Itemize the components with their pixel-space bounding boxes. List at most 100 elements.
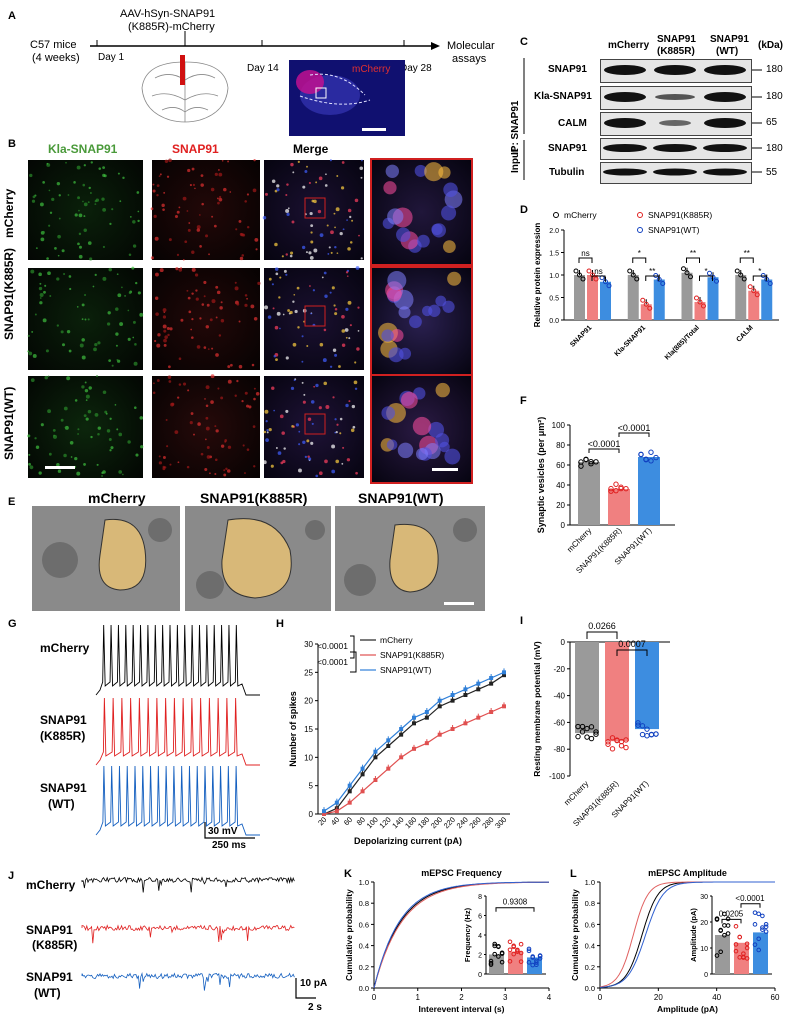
data-point — [623, 737, 629, 743]
data-point — [386, 738, 391, 743]
bar — [600, 281, 611, 320]
data-point — [747, 284, 753, 290]
data-point — [608, 488, 614, 494]
image-kla-mcherry — [28, 160, 143, 260]
data-point — [588, 724, 595, 730]
inset-point — [722, 911, 727, 917]
data-point — [399, 732, 404, 737]
inset-point — [488, 960, 494, 966]
data-point — [322, 809, 326, 814]
tick-label: 0 — [561, 638, 566, 647]
inset-point — [718, 928, 723, 933]
bar — [578, 462, 600, 525]
sig-label: ** — [649, 267, 655, 276]
band-size-5: 55 — [766, 167, 778, 178]
inset-point — [511, 944, 516, 950]
tick-label: 10 — [700, 946, 708, 953]
data-point — [580, 276, 586, 282]
data-point — [476, 715, 481, 720]
g-label-k885r-2: (K885R) — [40, 729, 86, 743]
tick-label: 2 — [459, 993, 464, 1002]
tick-label: 0.6 — [585, 920, 595, 929]
band-label-calm: CALM — [558, 118, 587, 129]
data-point — [424, 710, 429, 714]
tick-label: 6 — [478, 914, 482, 921]
data-point — [630, 272, 636, 278]
data-point — [714, 278, 719, 284]
inset-point — [752, 942, 758, 947]
em-label-mcherry: mCherry — [88, 490, 146, 506]
mepsc-trace-0 — [81, 876, 295, 893]
timeline-svg — [90, 31, 440, 136]
tick-label: 0.0 — [549, 318, 559, 325]
j-scale-a: 10 pA — [300, 978, 328, 989]
kda-label: (kDa) — [758, 40, 784, 51]
sig-bracket — [618, 432, 650, 437]
inset-bar — [715, 935, 730, 974]
pvalue-label: <0.0001 — [317, 657, 348, 667]
data-point — [660, 281, 666, 286]
inset-point — [733, 948, 739, 954]
inset-point — [733, 924, 739, 929]
tick-label: 40 — [556, 481, 565, 490]
col-merge: Merge — [293, 142, 329, 156]
inset-bar — [753, 932, 768, 974]
tick-label: 20 — [654, 993, 663, 1002]
inset-point — [515, 947, 520, 953]
data-point — [605, 739, 611, 745]
data-point — [741, 276, 747, 282]
data-point — [588, 460, 594, 467]
inset-point — [760, 927, 765, 932]
chart-k: mEPSC Frequency 0.0 0.2 0.4 0.6 0.8 1.0 0 1 2 3 4 In… — [344, 868, 552, 1014]
tick-label: 2.0 — [549, 228, 559, 235]
inset-point — [725, 916, 731, 922]
col-c-k885r-2: (K885R) — [657, 46, 695, 57]
blot-brackets — [523, 58, 525, 180]
col-snap: SNAP91 — [172, 142, 219, 156]
data-point — [575, 733, 581, 740]
data-point — [609, 746, 616, 752]
legend-label: SNAP91(K885R) — [648, 210, 712, 220]
g-label-wt-1: SNAP91 — [40, 781, 87, 795]
data-point — [583, 456, 589, 463]
data-point — [347, 783, 352, 788]
inset-point — [534, 960, 539, 965]
sig-label: ns — [594, 267, 602, 276]
j-label-k885r-1: SNAP91 — [26, 923, 73, 937]
sig-bracket — [578, 257, 593, 263]
panel-label-c: C — [520, 36, 528, 48]
tick-label: 1.5 — [549, 251, 559, 258]
data-point — [476, 687, 481, 692]
inset-point — [718, 949, 723, 955]
panel-label-b: B — [8, 138, 16, 150]
data-point — [618, 743, 625, 749]
end-line2: assays — [452, 53, 487, 65]
data-point — [334, 809, 339, 814]
bar — [635, 642, 659, 730]
data-point — [424, 715, 429, 720]
tick-label: -60 — [553, 718, 565, 727]
inset-point — [744, 941, 750, 947]
tick-label: 0.0 — [585, 984, 595, 993]
bar — [574, 275, 585, 320]
tick-label: 80 — [556, 441, 565, 450]
inset-point — [722, 923, 727, 928]
band-label-snap91-ip: SNAP91 — [548, 64, 587, 75]
sig-label: ns — [581, 249, 589, 258]
inset-point — [518, 959, 524, 964]
inset-point — [492, 941, 497, 947]
inset-point — [714, 916, 720, 921]
bar — [575, 642, 599, 734]
tick-label: -40 — [553, 692, 565, 701]
pvalue-label: 0.0266 — [588, 621, 616, 631]
sig-bracket — [740, 903, 761, 908]
em-label-k885r: SNAP91(K885R) — [200, 490, 308, 506]
inset-point — [756, 936, 761, 942]
inset-point — [714, 953, 720, 958]
data-point — [608, 485, 614, 492]
data-point — [586, 268, 592, 274]
tick-label: 30 — [304, 640, 313, 649]
tick-label: 1.0 — [549, 273, 559, 280]
scale-bar — [204, 822, 255, 839]
